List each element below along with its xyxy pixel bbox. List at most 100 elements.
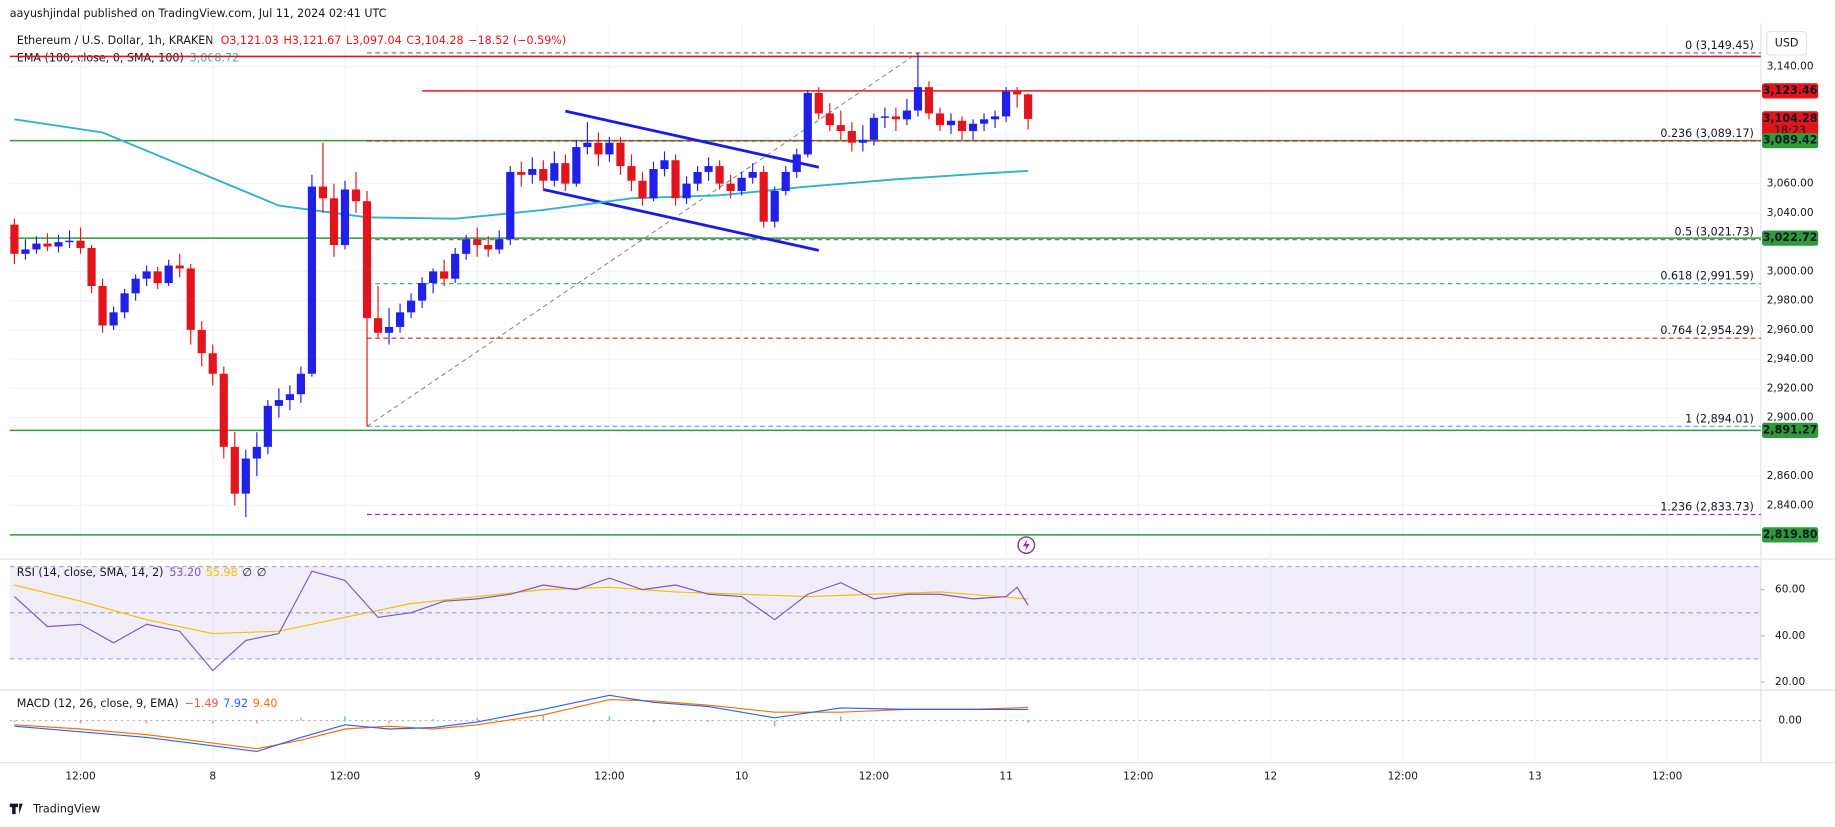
x-tick-label: 13	[1528, 771, 1541, 783]
candle-body	[451, 253, 460, 279]
candle-body	[572, 147, 581, 184]
fib-label: 0.236 (3,089.17)	[1660, 127, 1753, 140]
candle-body	[924, 87, 934, 114]
rsi-sma-line	[14, 584, 1029, 635]
macd-histogram-bar	[542, 714, 545, 721]
candle-body	[836, 125, 845, 132]
macd-histogram-bar	[839, 716, 842, 721]
candle-body	[715, 166, 724, 184]
x-tick-label: 12:00	[594, 771, 624, 783]
ohlc-low: L3,097.04	[346, 34, 402, 47]
candle-body	[43, 243, 52, 247]
macd-histogram-bar	[344, 716, 346, 721]
y-tick-label: 60.00	[1775, 584, 1805, 596]
x-tick-label: 12:00	[1123, 771, 1153, 783]
candle-body	[406, 300, 416, 313]
candle-body	[131, 278, 140, 294]
macd-histogram-bar	[608, 716, 611, 721]
candle-body	[54, 242, 63, 247]
publisher: aayushjindal published on TradingView.co…	[10, 7, 387, 20]
candle-body	[946, 120, 956, 126]
x-tick-label: 9	[474, 771, 481, 783]
candle-body	[87, 247, 96, 286]
y-tick-label: 2,940.00	[1767, 353, 1814, 365]
macd-histogram-bar	[652, 720, 655, 722]
candle-body	[528, 169, 537, 175]
macd-histogram-bar	[773, 720, 776, 727]
macd-histogram-bar	[432, 719, 434, 721]
candle-body	[473, 239, 482, 246]
candle-body	[495, 239, 504, 250]
channel-line	[565, 109, 820, 169]
candle-body	[175, 265, 184, 269]
candle-body	[561, 163, 570, 184]
macd-histogram-bar	[145, 720, 148, 724]
fib-label: 0.618 (2,991.59)	[1660, 270, 1753, 283]
y-tick-label: 2,960.00	[1767, 324, 1814, 336]
price-label: 2,891.27	[1763, 423, 1818, 436]
rsi-legend: RSI (14, close, SMA, 14, 2) 53.20 55.98 ∅ ∅	[17, 566, 267, 579]
rsi-value: 53.20	[169, 566, 201, 579]
candle-body	[484, 245, 493, 250]
candle-body	[759, 171, 768, 222]
footer-brand: TradingView	[32, 802, 100, 815]
fib-label: 0 (3,149.45)	[1685, 39, 1754, 52]
ohlc-change: −18.52 (−0.59%)	[468, 34, 566, 47]
y-tick-label: 2,980.00	[1767, 295, 1814, 307]
x-tick-label: 12:00	[65, 771, 95, 783]
macd-histogram-bar	[476, 717, 479, 721]
candle-body	[164, 265, 173, 284]
macd-signal-line	[14, 698, 1029, 750]
rsi-extra: ∅	[257, 566, 267, 579]
symbol-legend: Ethereum / U.S. Dollar, 1h, KRAKEN O3,121…	[17, 34, 566, 47]
y-tick-label: 40.00	[1775, 630, 1805, 642]
alert-icon[interactable]	[1017, 536, 1036, 554]
candle-body	[219, 373, 228, 447]
candle-body	[429, 271, 438, 284]
macd-histogram-bar	[388, 720, 390, 724]
candle-body	[241, 458, 250, 494]
candle-body	[825, 113, 834, 126]
fib-label: 1.236 (2,833.73)	[1660, 500, 1753, 513]
x-tick-label: 12:00	[1652, 771, 1682, 783]
candle-body	[252, 446, 261, 459]
candle-body	[814, 92, 823, 114]
macd-name: MACD (12, 26, close, 9, EMA)	[17, 697, 179, 710]
candle-body	[858, 139, 867, 143]
currency: USD	[1775, 36, 1799, 49]
candle-body	[748, 171, 757, 178]
candle-body	[142, 271, 151, 279]
macd-histogram-bar	[707, 720, 710, 722]
candle-body	[384, 326, 394, 333]
macd-histogram-bar	[300, 717, 302, 721]
candle-body	[847, 131, 856, 143]
fib-label: 1 (2,894.01)	[1685, 412, 1754, 425]
candle-body	[153, 271, 162, 284]
candle-body	[803, 92, 812, 155]
y-tick-label: 3,040.00	[1767, 207, 1814, 219]
rsi-sma-value: 55.98	[206, 566, 238, 579]
candle-body	[263, 405, 272, 447]
macd-histogram-bar	[211, 720, 214, 724]
x-tick-label: 12:00	[859, 771, 889, 783]
price-label: 3,104.28	[1763, 112, 1818, 125]
ema-line	[14, 118, 1029, 220]
symbol: Ethereum / U.S. Dollar, 1h, KRAKEN	[17, 34, 214, 47]
candle-body	[307, 186, 317, 374]
candle-body	[418, 283, 427, 301]
candle-body	[362, 201, 372, 319]
y-tick-label: 2,920.00	[1767, 382, 1814, 394]
candle-body	[32, 243, 41, 250]
ema-name: EMA (100, close, 0, SMA, 100)	[17, 51, 184, 64]
candle-body	[98, 285, 107, 326]
candle-body	[869, 117, 878, 140]
candle-body	[726, 183, 735, 191]
currency-box[interactable]	[1766, 30, 1808, 56]
x-tick-label: 12:00	[330, 771, 360, 783]
price-label-bg	[1762, 83, 1819, 99]
candle-body	[65, 240, 74, 243]
candle-body	[329, 198, 339, 246]
channel-line	[543, 188, 820, 252]
candle-body	[186, 268, 195, 330]
macd-histogram-bar	[13, 720, 16, 722]
